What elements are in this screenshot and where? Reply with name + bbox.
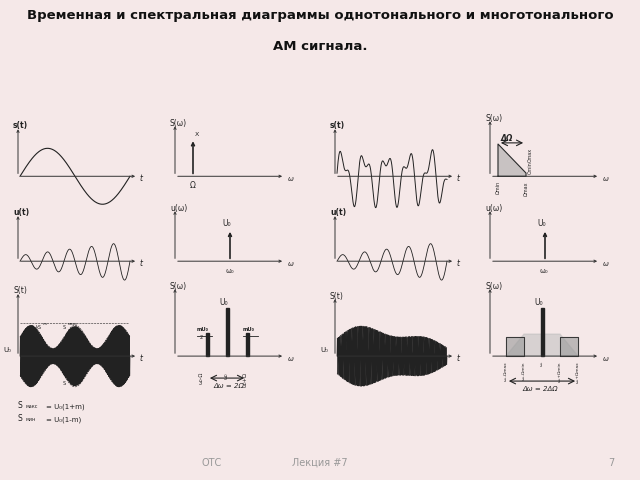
Text: ω₀+Ωmax: ω₀+Ωmax xyxy=(576,361,580,383)
Text: S: S xyxy=(18,414,23,423)
Text: S(t): S(t) xyxy=(330,292,344,301)
Text: ω₀+Ωmin: ω₀+Ωmin xyxy=(558,361,562,382)
Text: Ω: Ω xyxy=(190,181,196,190)
Text: S: S xyxy=(63,381,66,386)
Text: u(t): u(t) xyxy=(330,208,346,217)
Text: Δω = 2Ω: Δω = 2Ω xyxy=(213,383,244,389)
Text: kS: kS xyxy=(36,325,42,330)
Text: Cmax: Cmax xyxy=(528,148,533,162)
Text: = U₀(1+m): = U₀(1+m) xyxy=(46,403,84,409)
Text: ω₀-Ωmin: ω₀-Ωmin xyxy=(522,361,526,380)
Text: U₀: U₀ xyxy=(219,298,228,307)
Bar xyxy=(541,308,543,356)
Text: 7: 7 xyxy=(608,458,614,468)
Text: ω₀-Ω: ω₀-Ω xyxy=(199,372,204,384)
Text: ω₀: ω₀ xyxy=(224,372,229,379)
Text: макс: макс xyxy=(68,322,78,326)
Text: u(ω): u(ω) xyxy=(485,204,502,213)
Text: Лекция #7: Лекция #7 xyxy=(292,458,348,468)
Polygon shape xyxy=(560,337,578,356)
Text: t: t xyxy=(457,174,460,183)
Text: U₀: U₀ xyxy=(534,298,543,307)
Text: u(ω): u(ω) xyxy=(170,204,188,213)
Text: m: m xyxy=(43,322,47,326)
Polygon shape xyxy=(506,334,578,356)
Text: t: t xyxy=(140,174,143,183)
Polygon shape xyxy=(498,144,526,176)
Text: ω: ω xyxy=(603,176,609,182)
Text: S: S xyxy=(18,401,23,410)
Text: мин: мин xyxy=(25,417,35,422)
Text: S(ω): S(ω) xyxy=(170,120,187,128)
Text: U₀: U₀ xyxy=(3,347,11,353)
Text: 2: 2 xyxy=(200,335,204,340)
Text: X: X xyxy=(195,132,199,137)
Text: Δω = 2ΔΩ: Δω = 2ΔΩ xyxy=(522,386,557,392)
Text: U₀: U₀ xyxy=(537,219,546,228)
Text: U₀: U₀ xyxy=(222,219,230,228)
Text: S: S xyxy=(63,325,66,330)
Text: S(ω): S(ω) xyxy=(485,282,502,291)
Text: мин: мин xyxy=(68,378,77,383)
Text: ω: ω xyxy=(603,261,609,267)
Text: mU₀: mU₀ xyxy=(243,327,255,332)
Text: 2: 2 xyxy=(246,335,250,340)
Text: S(t): S(t) xyxy=(13,286,27,295)
Text: t: t xyxy=(457,354,460,363)
Bar xyxy=(205,333,209,356)
Bar xyxy=(246,333,248,356)
Text: ω₀: ω₀ xyxy=(225,268,234,274)
Text: ω: ω xyxy=(603,356,609,362)
Text: ω₀: ω₀ xyxy=(540,361,544,366)
Text: ОТС: ОТС xyxy=(201,458,221,468)
Text: t: t xyxy=(457,259,460,268)
Text: Cmin: Cmin xyxy=(528,162,533,174)
Text: s(t): s(t) xyxy=(330,121,345,131)
Text: = U₀(1-m): = U₀(1-m) xyxy=(46,416,81,422)
Text: S(ω): S(ω) xyxy=(485,114,502,123)
Polygon shape xyxy=(506,337,524,356)
Text: ω: ω xyxy=(288,356,294,362)
Text: ω₀-Ωmax: ω₀-Ωmax xyxy=(504,361,508,381)
Text: u(t): u(t) xyxy=(13,208,29,217)
Text: t: t xyxy=(140,354,143,363)
Text: ω₀: ω₀ xyxy=(540,268,548,274)
Text: Временная и спектральная диаграммы однотонального и многотонального: Временная и спектральная диаграммы однот… xyxy=(27,9,613,22)
Text: ΔΩ: ΔΩ xyxy=(501,134,513,143)
Text: ω: ω xyxy=(288,261,294,267)
Bar xyxy=(225,308,228,356)
Text: Ωmin: Ωmin xyxy=(496,181,501,194)
Text: mU₀: mU₀ xyxy=(197,327,209,332)
Text: t: t xyxy=(140,259,143,268)
Text: U₀: U₀ xyxy=(320,347,328,353)
Text: макс: макс xyxy=(25,404,37,409)
Text: ω₀+Ω: ω₀+Ω xyxy=(243,372,248,387)
Text: s(t): s(t) xyxy=(13,121,28,131)
Text: S(ω): S(ω) xyxy=(170,282,187,291)
Text: Ωmax: Ωmax xyxy=(524,181,529,196)
Text: АМ сигнала.: АМ сигнала. xyxy=(273,40,367,53)
Text: ω: ω xyxy=(288,176,294,182)
